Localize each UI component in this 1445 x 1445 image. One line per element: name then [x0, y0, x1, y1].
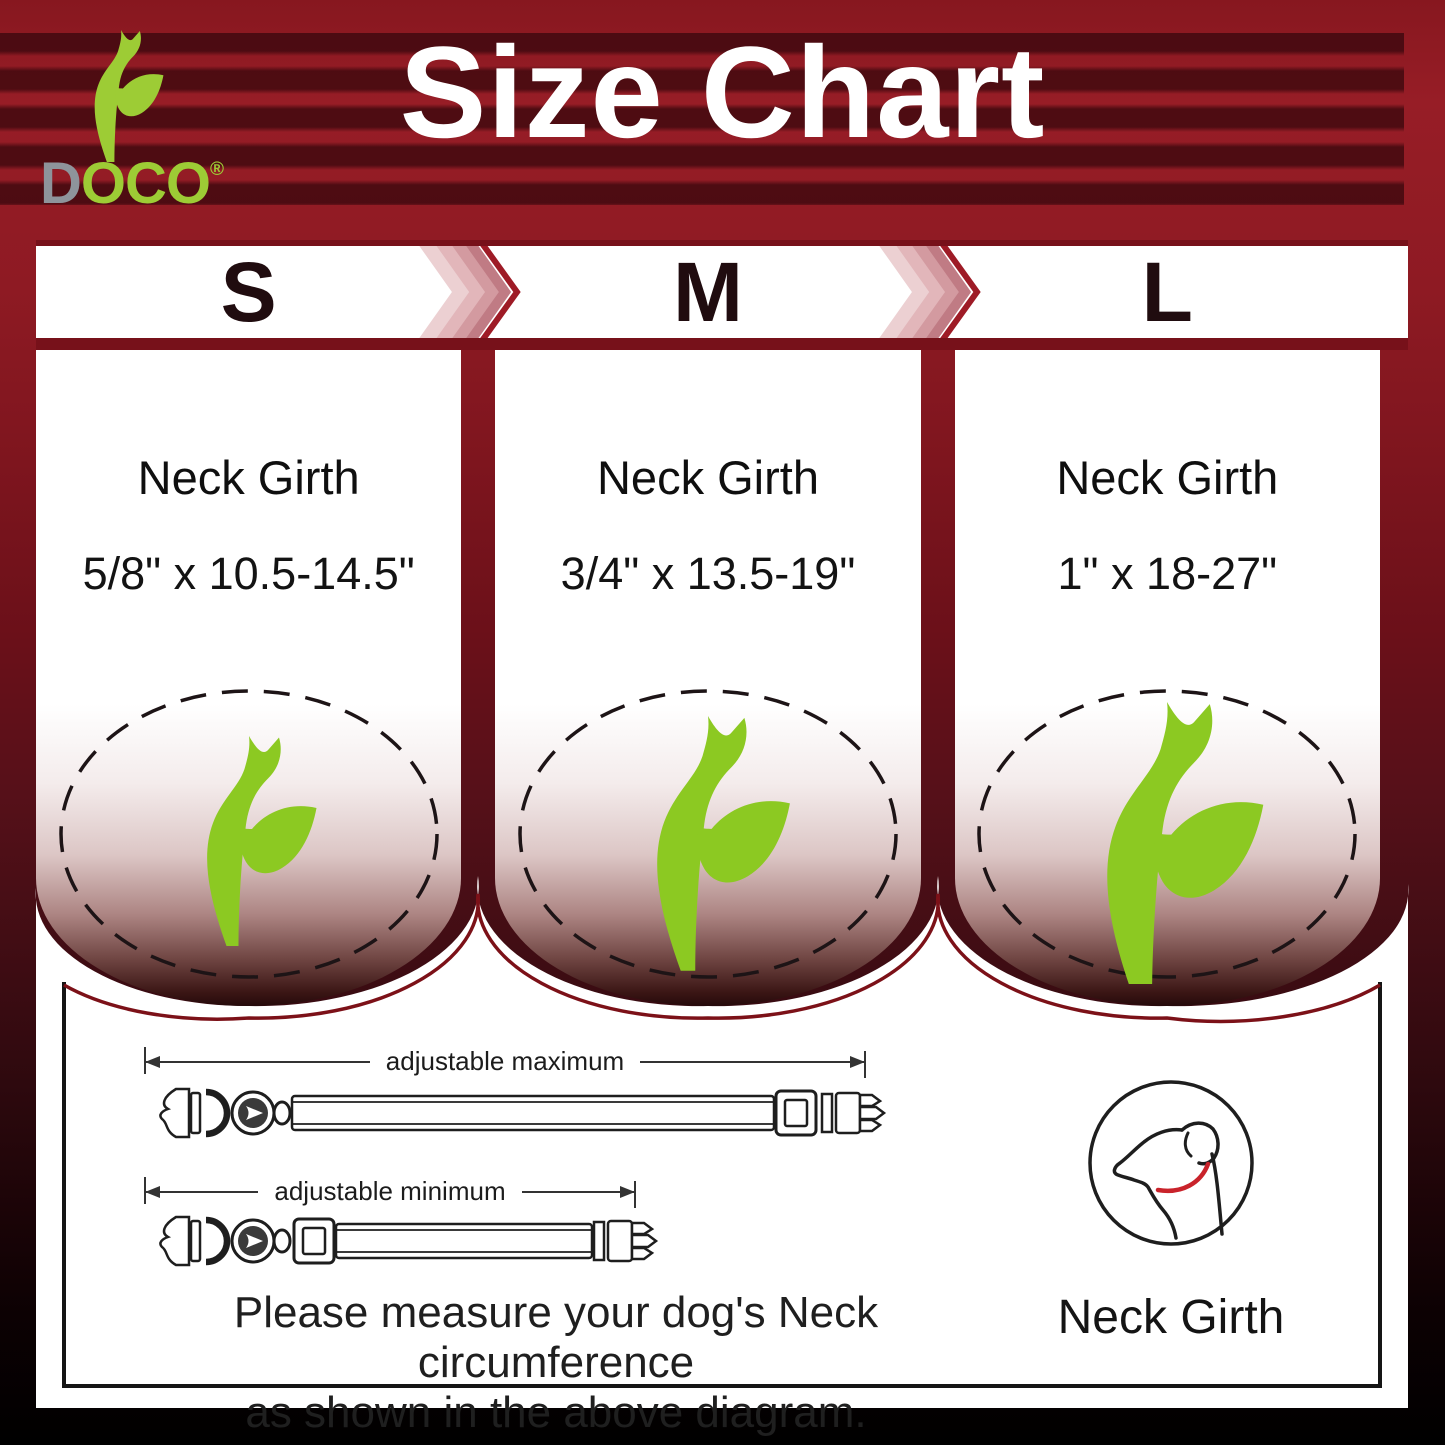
measuring-note-line1: Please measure your dog's Neck circumfer… [233, 1288, 879, 1387]
dog-size-oval-s [58, 689, 439, 979]
measuring-note: Please measure your dog's Neck circumfer… [96, 1288, 1016, 1438]
dog-neck-back [1210, 1152, 1224, 1236]
registered-mark: ® [210, 159, 224, 180]
size-m-measurement: 3/4" x 13.5-19" [560, 548, 856, 599]
tri-glide-inner [783, 1098, 809, 1128]
size-letter-s: S [220, 245, 277, 339]
measuring-box-border-black [62, 982, 1382, 1388]
dog-silhouette-large-icon [1107, 702, 1264, 984]
collar-diagram-minimum [159, 1215, 659, 1267]
strap-inner-lines [336, 1229, 592, 1253]
neck-girth-heading: Neck Girth [1056, 451, 1279, 504]
size-column-l: Neck Girth 1" x 18-27" [954, 350, 1380, 1006]
size-l-measurement: 1" x 18-27" [1057, 548, 1278, 599]
buckle-female [159, 1087, 191, 1139]
adjustable-minimum-label: adjustable minimum [140, 1174, 640, 1208]
measuring-note-line2: as shown in the above diagram. [245, 1388, 867, 1437]
neck-girth-heading: Neck Girth [596, 451, 819, 504]
size-letter-l: L [1141, 245, 1193, 339]
measuring-box-border-red-scallop [63, 893, 1381, 1024]
size-column-m: Neck Girth 3/4" x 13.5-19" [495, 350, 921, 1006]
tri-glide-inner [301, 1226, 327, 1256]
buckle-male-prongs [630, 1221, 659, 1261]
buckle-female [159, 1215, 191, 1267]
strap-end-bar [189, 1219, 202, 1263]
measuring-box-white-fill [35, 876, 1409, 1408]
dashed-oval [518, 689, 898, 979]
size-column-s: Neck Girth 5/8" x 10.5-14.5" [36, 350, 462, 1006]
dashed-oval [58, 689, 439, 979]
dashed-oval [977, 689, 1358, 979]
keeper-bar [592, 1220, 606, 1262]
doco-dog-icon [94, 30, 164, 162]
keeper-ring [272, 1100, 292, 1126]
d-ring [205, 1088, 231, 1138]
dog-inner-ear [1183, 1131, 1193, 1158]
page-title: Size Chart [399, 19, 1046, 165]
strap [334, 1222, 594, 1260]
chevron-arrow-icon [879, 246, 981, 338]
dog-head-outline [1112, 1127, 1184, 1240]
size-band: S M L [36, 240, 1408, 350]
neck-measure-line [1155, 1161, 1211, 1194]
dog-size-oval-l [977, 689, 1358, 984]
strap [290, 1094, 776, 1132]
keeper-ring [272, 1228, 292, 1254]
size-letter-m: M [673, 245, 743, 339]
buckle-male-body [606, 1219, 634, 1263]
size-letters-row: S M L [36, 246, 1380, 338]
size-s-measurement: 5/8" x 10.5-14.5" [82, 548, 415, 599]
doco-logo: DOCO® [40, 22, 260, 217]
neck-girth-diagram-icon [1088, 1080, 1254, 1246]
keeper-bar [820, 1092, 834, 1134]
doco-wordmark: DOCO® [40, 150, 224, 217]
dog-silhouette-medium-icon [657, 716, 790, 971]
dog-silhouette-small-icon [206, 736, 317, 946]
collar-diagram-maximum [159, 1087, 887, 1139]
logo-tag-mark [246, 1234, 263, 1248]
strap-inner-lines [292, 1101, 774, 1125]
doco-letter-d: D [40, 151, 82, 216]
neck-girth-heading: Neck Girth [137, 451, 360, 504]
buckle-male-body [834, 1091, 862, 1135]
buckle-male-prongs [858, 1093, 887, 1133]
doco-letters-oco: OCO [80, 151, 211, 216]
chevron-arrow-icon [419, 246, 521, 338]
logo-tag-mark [246, 1106, 263, 1120]
size-columns: Neck Girth 5/8" x 10.5-14.5" Neck Girth … [36, 350, 1380, 1006]
adjustable-maximum-label: adjustable maximum [140, 1044, 870, 1078]
header-stripes-pattern [0, 33, 1404, 205]
dog-size-oval-m [518, 689, 898, 979]
neck-girth-caption: Neck Girth [1057, 1291, 1285, 1344]
strap-end-bar [189, 1091, 202, 1135]
d-ring [205, 1216, 231, 1266]
